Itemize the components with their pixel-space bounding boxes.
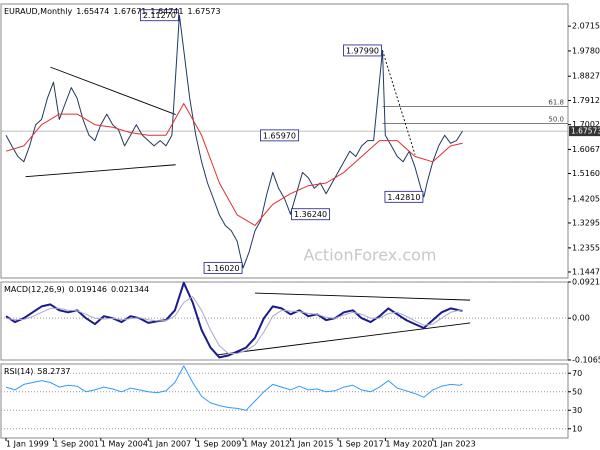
price-label: 1.36240	[294, 210, 327, 219]
y-tick-label: 1.23550	[572, 243, 600, 252]
trendline	[254, 292, 471, 301]
price-label: 1.65970	[263, 131, 296, 140]
x-tick-label: 1 Jan 1999	[6, 440, 49, 449]
y-tick-label: 1.14475	[572, 267, 600, 276]
x-tick-label: 1 Jan 2007	[148, 440, 191, 449]
price-label-box	[260, 129, 299, 142]
x-tick-label: 1 May 2020	[385, 440, 432, 449]
x-tick-label: 1 May 2004	[101, 440, 148, 449]
header-value: 58.2737	[37, 367, 70, 376]
y-tick-label: 1.88275	[572, 72, 600, 81]
header-value: 0.021344	[111, 285, 149, 294]
header-value: 1.64741	[150, 7, 183, 16]
y-tick-label: -0.106503	[572, 356, 600, 365]
panel-frame	[0, 281, 569, 361]
y-tick-label: 1.42050	[572, 194, 600, 203]
panel-frame	[0, 363, 569, 439]
y-tick-label: 0.092158	[572, 278, 600, 287]
x-tick-label: 1 Sep 2017	[338, 440, 384, 449]
y-tick-label: 10	[572, 424, 582, 433]
x-tick-label: 1 Jan 2015	[291, 440, 334, 449]
x-tick-label: 1 May 2012	[243, 440, 290, 449]
last-price-box	[569, 126, 600, 137]
watermark: ActionForex.com	[303, 246, 436, 265]
price-label-box	[203, 261, 243, 274]
panel-frame	[0, 3, 569, 279]
y-tick-label: 2.07150	[572, 22, 600, 31]
price-label: 2.11270	[143, 11, 176, 20]
panel-header: EURAUD,Monthly 1.65474 1.67671 1.64741 1.675…	[4, 7, 221, 16]
y-tick-label: 50	[572, 387, 582, 396]
y-tick-label: 1.51600	[572, 169, 600, 178]
header-value: 1.67671	[113, 7, 146, 16]
series-line	[5, 14, 463, 269]
header-value: 1.65474	[76, 7, 109, 16]
y-tick-label: 1.79125	[572, 96, 600, 105]
trendline	[50, 66, 176, 116]
price-label: 1.42810	[387, 193, 420, 202]
panel-title: RSI(14)	[4, 367, 33, 376]
price-label-box	[384, 190, 424, 203]
series-line	[5, 103, 463, 226]
y-tick-label: 1.32950	[572, 218, 600, 227]
fib-label: 61.8	[548, 98, 564, 106]
price-label-box	[139, 9, 179, 22]
y-tick-label: 30	[572, 406, 582, 415]
x-tick-label: 1 Sep 2001	[53, 440, 99, 449]
trendline	[25, 164, 176, 178]
x-tick-label: 1 Sep 2009	[196, 440, 242, 449]
series-line	[5, 281, 463, 359]
price-label-box	[291, 208, 330, 221]
panel-header: MACD(12,26,9) 0.019146 0.021344	[4, 285, 149, 294]
last-price-label: 1.67573	[571, 127, 600, 136]
panel-title: MACD(12,26,9)	[4, 285, 65, 294]
price-label: 1.16020	[207, 264, 240, 273]
header-value: 1.67573	[188, 7, 221, 16]
series-line	[5, 365, 463, 411]
y-tick-label: 0.00	[572, 314, 590, 323]
price-label: 1.97990	[346, 46, 379, 55]
y-tick-label: 70	[572, 369, 582, 378]
series-line	[5, 296, 463, 354]
header-value: 0.019146	[69, 285, 107, 294]
y-tick-label: 1.70025	[572, 120, 600, 129]
y-tick-label: 1.97800	[572, 46, 600, 55]
y-tick-label: 1.60675	[572, 145, 600, 154]
panel-header: RSI(14) 58.2737	[4, 367, 71, 376]
x-tick-label: 1 Jan 2023	[433, 440, 476, 449]
trendline	[215, 322, 471, 356]
fib-label: 50.0	[548, 116, 564, 124]
price-label-box	[343, 44, 382, 57]
panel-title: EURAUD,Monthly	[4, 7, 72, 16]
